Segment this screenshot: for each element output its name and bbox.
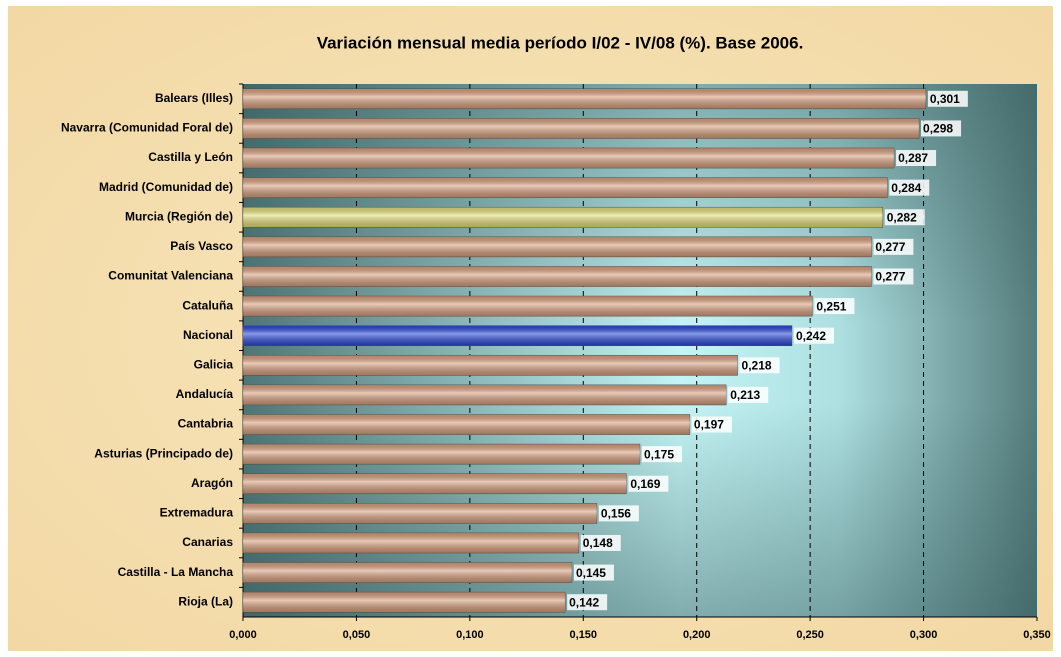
value-label: 0,175 (644, 447, 674, 461)
value-label-bg (873, 238, 914, 255)
value-label: 0,145 (576, 566, 606, 580)
value-label: 0,218 (742, 358, 772, 372)
value-label-bg (691, 416, 732, 433)
y-tick-label: Castilla - La Mancha (118, 565, 234, 579)
x-tick-label: 0,100 (456, 629, 484, 641)
y-tick-label: Galicia (194, 357, 234, 371)
x-tick-label: 0,000 (229, 629, 257, 641)
value-label: 0,282 (887, 210, 917, 224)
value-label: 0,142 (569, 595, 599, 609)
bar-shine (243, 147, 895, 169)
x-tick-label: 0,200 (683, 629, 711, 641)
value-label: 0,148 (583, 536, 613, 550)
value-label: 0,301 (930, 92, 960, 106)
bar-shine (243, 414, 690, 435)
y-tick-label: Aragón (191, 476, 233, 490)
bar-shine (243, 562, 572, 583)
value-label-bg (573, 564, 614, 581)
value-label: 0,169 (630, 477, 660, 491)
value-label: 0,251 (816, 299, 846, 313)
value-label-bg (793, 327, 834, 344)
value-label: 0,284 (891, 181, 921, 195)
y-tick-label: Castilla y León (148, 150, 233, 164)
bar-shine (243, 88, 926, 109)
value-label: 0,287 (898, 151, 928, 165)
x-tick-label: 0,300 (910, 629, 938, 641)
y-tick-label: Andalucía (176, 387, 234, 401)
value-label-bg (728, 386, 769, 403)
y-tick-label: Balears (Illes) (155, 91, 233, 105)
value-label: 0,242 (796, 329, 826, 343)
x-tick-label: 0,250 (796, 629, 824, 641)
value-label-bg (580, 534, 621, 551)
y-tick-label: Nacional (183, 328, 233, 342)
bar-shine (243, 296, 813, 317)
value-label-bg (884, 209, 925, 226)
y-tick-label: Cataluña (182, 298, 233, 312)
value-label-bg (889, 179, 930, 196)
y-tick-label: Asturias (Principado de) (94, 446, 233, 460)
bar-shine (243, 503, 597, 524)
value-label: 0,197 (694, 418, 724, 432)
value-label-bg (814, 298, 855, 315)
bar-shine (243, 532, 579, 554)
value-label-bg (642, 446, 682, 463)
bar-shine (243, 118, 920, 139)
bar-shine (243, 444, 640, 465)
bar-shine (243, 325, 792, 346)
bar-shine (243, 384, 727, 405)
y-tick-label: Cantabria (178, 417, 234, 431)
bar-shine (243, 236, 872, 257)
value-label: 0,156 (601, 507, 631, 521)
y-tick-label: Rioja (La) (178, 594, 233, 608)
y-tick-label: Extremadura (160, 506, 234, 520)
value-label-bg (927, 90, 968, 107)
bar-shine (243, 266, 872, 287)
value-label-bg (628, 475, 669, 492)
bar-shine (243, 207, 883, 228)
value-label-bg (598, 505, 639, 522)
y-tick-label: Comunitat Valenciana (108, 269, 233, 283)
y-tick-label: Madrid (Comunidad de) (99, 180, 233, 194)
y-tick-label: País Vasco (170, 239, 233, 253)
value-label-bg (896, 150, 937, 167)
y-tick-label: Murcia (Región de) (125, 209, 233, 223)
value-label-bg (921, 120, 962, 137)
value-label: 0,298 (923, 122, 953, 136)
x-tick-label: 0,050 (343, 629, 371, 641)
value-label-bg (739, 357, 780, 374)
y-tick-label: Canarias (182, 535, 233, 549)
value-label: 0,213 (730, 388, 760, 402)
value-label-bg (873, 268, 914, 285)
bar-shine (243, 592, 566, 613)
value-label-bg (567, 594, 608, 611)
value-label: 0,277 (875, 240, 905, 254)
bar-shine (243, 355, 738, 376)
bar-shine (243, 177, 888, 198)
x-tick-label: 0,150 (570, 629, 598, 641)
plot-shade (243, 84, 1037, 617)
y-tick-label: Navarra (Comunidad Foral de) (61, 121, 233, 135)
value-label: 0,277 (875, 270, 905, 284)
x-tick-label: 0,350 (1023, 629, 1051, 641)
chart-title: Variación mensual media período I/02 - I… (317, 33, 804, 52)
bar-shine (243, 473, 627, 494)
